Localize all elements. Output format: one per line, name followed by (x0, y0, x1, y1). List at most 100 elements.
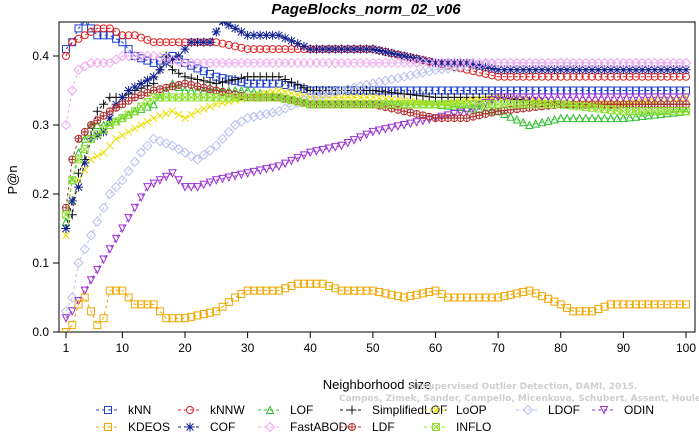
marker-square (575, 307, 584, 316)
marker-square (143, 56, 152, 65)
marker-star (117, 92, 127, 102)
marker-square (193, 311, 202, 320)
marker-x (331, 93, 340, 102)
marker-triangle-down (61, 314, 71, 323)
marker-boxed-x (519, 100, 528, 109)
marker-square (281, 284, 290, 293)
marker-square (206, 308, 215, 317)
marker-star (312, 44, 322, 54)
marker-triangle-down (656, 93, 666, 103)
marker-circle (186, 406, 194, 414)
marker-diamond (248, 111, 260, 122)
marker-circle-plus-cross (162, 84, 170, 92)
marker-square (174, 314, 183, 323)
marker-star (205, 37, 215, 47)
marker-triangle-down (581, 93, 591, 103)
marker-square (531, 289, 540, 298)
marker-circle-plus-cross (150, 87, 158, 94)
marker-boxed-x (581, 103, 590, 112)
marker-star (236, 27, 246, 37)
x-tick-label: 70 (491, 341, 505, 355)
marker-boxed-x (262, 93, 271, 102)
marker-x (137, 121, 146, 129)
marker-star (324, 44, 334, 54)
marker-plus (393, 88, 403, 98)
marker-diamond (73, 64, 84, 76)
marker-triangle-down (99, 255, 108, 265)
marker-triangle (512, 114, 522, 124)
marker-square (74, 24, 83, 33)
marker-diamond (79, 61, 90, 72)
marker-star (612, 65, 622, 75)
marker-star (92, 130, 102, 140)
marker-boxed-x (631, 107, 640, 116)
marker-triangle-down (631, 93, 641, 103)
marker-triangle (568, 113, 578, 123)
marker-circle-plus-cross (406, 109, 414, 117)
marker-triangle-down (637, 93, 647, 103)
marker-x (356, 93, 365, 102)
marker-diamond (392, 72, 404, 84)
x-tick-label: 50 (366, 341, 380, 355)
legend-item-knn: kNN (96, 403, 151, 417)
marker-diamond (173, 143, 184, 155)
marker-circle (268, 45, 277, 54)
marker-triangle-down (681, 93, 691, 103)
legend-label: LOF (290, 403, 313, 417)
marker-plus (174, 68, 184, 78)
marker-plus (286, 77, 296, 87)
marker-star (543, 65, 553, 75)
marker-diamond (254, 110, 266, 121)
x-tick-label: 1 (63, 341, 70, 355)
marker-square (381, 289, 390, 298)
marker-square (274, 286, 283, 295)
marker-star (80, 158, 90, 168)
marker-boxed-x (481, 100, 490, 109)
marker-boxed-x (569, 101, 578, 110)
legend-label: COF (210, 420, 235, 434)
marker-boxed-x (249, 93, 258, 102)
marker-square (500, 292, 509, 301)
marker-triangle-down (550, 93, 559, 103)
marker-x (62, 231, 70, 240)
marker-triangle-down (312, 147, 321, 156)
marker-square (331, 284, 340, 293)
watermark-line-1: Unsupervised Outlier Detection, DAMI, 20… (409, 382, 637, 392)
marker-circle-plus-cross (175, 81, 183, 89)
marker-diamond (261, 108, 272, 120)
marker-plus (374, 86, 384, 96)
marker-diamond (411, 68, 422, 80)
marker-triangle-down (612, 93, 622, 103)
marker-boxed-x (669, 107, 678, 116)
marker-diamond (123, 165, 134, 177)
marker-boxed-x (293, 97, 302, 106)
marker-diamond (142, 140, 153, 151)
marker-square (525, 286, 534, 295)
marker-diamond (192, 154, 203, 165)
marker-triangle-down (537, 93, 547, 103)
marker-circle-plus-cross (87, 121, 95, 129)
legend-item-inflo: INFLO (424, 420, 491, 434)
marker-boxed-x (212, 93, 221, 102)
marker-square (669, 300, 678, 309)
marker-boxed-x-cross (74, 155, 83, 164)
marker-circle (62, 52, 70, 60)
watermark-line-2: Campos, Zimek, Sander, Campello, Micenko… (339, 394, 699, 404)
marker-circle (237, 43, 246, 52)
marker-square (625, 300, 634, 309)
marker-triangle (80, 134, 90, 143)
marker-star (656, 65, 666, 75)
marker-star (330, 44, 340, 54)
marker-triangle-down (518, 93, 528, 103)
marker-star (405, 52, 415, 62)
marker-boxed-x (143, 98, 152, 106)
marker-square (368, 286, 377, 295)
marker-boxed-x (393, 100, 402, 109)
marker-diamond (355, 81, 366, 92)
marker-square (104, 406, 112, 414)
marker-triangle-down (93, 265, 102, 275)
marker-plus (99, 99, 109, 109)
marker-diamond (135, 147, 147, 158)
marker-square (481, 293, 490, 302)
marker-square (104, 423, 112, 431)
